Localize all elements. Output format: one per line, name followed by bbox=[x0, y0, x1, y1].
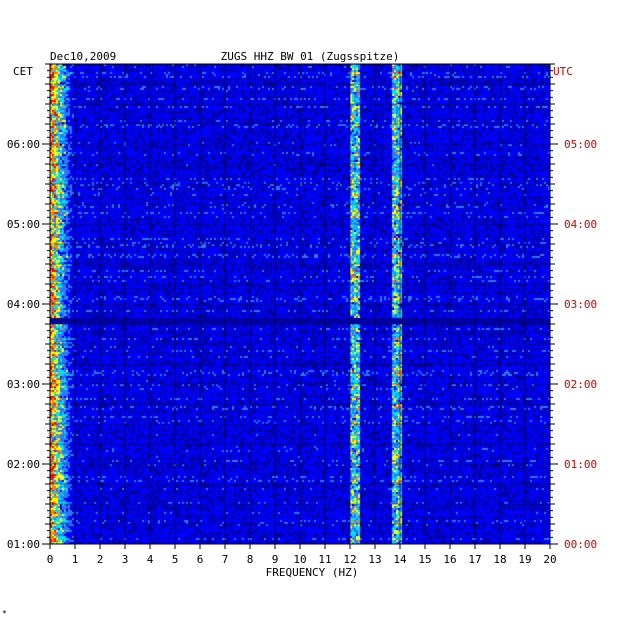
x-tick-label: 0 bbox=[47, 553, 54, 566]
x-tick-label: 4 bbox=[147, 553, 154, 566]
x-tick-label: 9 bbox=[272, 553, 279, 566]
x-tick-label: 2 bbox=[97, 553, 104, 566]
cet-axis-label: CET bbox=[13, 65, 33, 78]
left-tick-label: 01:00 bbox=[7, 538, 40, 551]
right-tick-label: 03:00 bbox=[564, 298, 597, 311]
right-tick-label: 04:00 bbox=[564, 218, 597, 231]
x-tick-label: 7 bbox=[222, 553, 229, 566]
left-tick-label: 02:00 bbox=[7, 458, 40, 471]
x-tick-label: 18 bbox=[493, 553, 506, 566]
x-tick-label: 1 bbox=[72, 553, 79, 566]
x-tick-label: 14 bbox=[393, 553, 407, 566]
right-tick-label: 01:00 bbox=[564, 458, 597, 471]
x-tick-label: 6 bbox=[197, 553, 204, 566]
right-tick-label: 05:00 bbox=[564, 138, 597, 151]
x-tick-label: 5 bbox=[172, 553, 179, 566]
right-tick-label: 00:00 bbox=[564, 538, 597, 551]
left-tick-label: 03:00 bbox=[7, 378, 40, 391]
left-tick-label: 04:00 bbox=[7, 298, 40, 311]
x-tick-label: 17 bbox=[468, 553, 481, 566]
left-tick-label: 06:00 bbox=[7, 138, 40, 151]
station-title: ZUGS HHZ BW 01 (Zugsspitze) bbox=[221, 50, 400, 63]
x-tick-label: 12 bbox=[343, 553, 356, 566]
x-tick-label: 11 bbox=[318, 553, 331, 566]
x-tick-label: 8 bbox=[247, 553, 254, 566]
left-tick-label: 05:00 bbox=[7, 218, 40, 231]
footer-mark: * bbox=[2, 609, 7, 618]
x-tick-label: 3 bbox=[122, 553, 129, 566]
plot-gridlines bbox=[50, 64, 550, 545]
x-tick-label: 10 bbox=[293, 553, 306, 566]
x-tick-label: 20 bbox=[543, 553, 556, 566]
x-tick-label: 19 bbox=[518, 553, 531, 566]
x-tick-label: 13 bbox=[368, 553, 381, 566]
x-tick-label: 15 bbox=[418, 553, 431, 566]
utc-axis-label: UTC bbox=[553, 65, 573, 78]
right-tick-label: 02:00 bbox=[564, 378, 597, 391]
x-tick-label: 16 bbox=[443, 553, 456, 566]
date-label: Dec10,2009 bbox=[50, 50, 116, 63]
axis-ticks: 06:00 05:00 04:00 03:00 02:00 01:00 05:00 04:00… bbox=[7, 63, 597, 566]
x-axis-label: FREQUENCY (HZ) bbox=[266, 566, 359, 579]
